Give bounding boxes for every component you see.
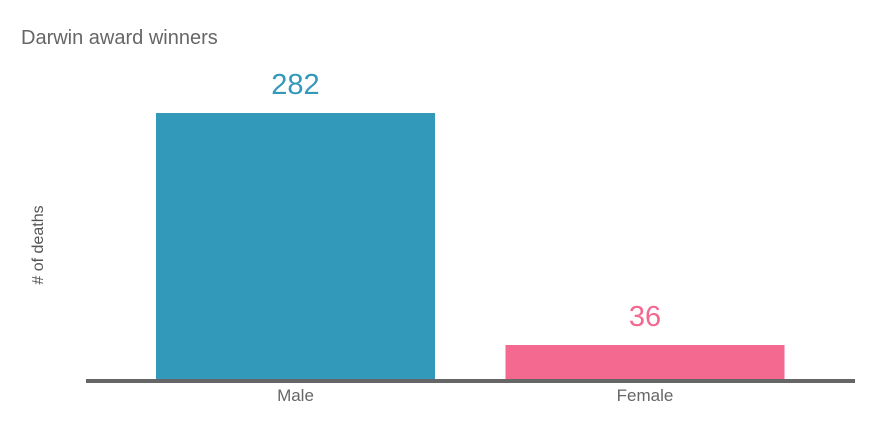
bar-male xyxy=(156,113,435,379)
data-label-male: 282 xyxy=(271,69,319,101)
chart-title: Darwin award winners xyxy=(21,27,218,49)
bars-group xyxy=(156,113,785,379)
data-labels-group: 282 36 xyxy=(271,69,661,333)
y-axis-label: # of deaths xyxy=(30,205,47,284)
x-tick-labels-group: Male Female xyxy=(277,386,673,405)
bar-female xyxy=(505,345,785,379)
data-label-female: 36 xyxy=(629,301,661,333)
x-tick-label-female: Female xyxy=(617,386,674,405)
x-tick-label-male: Male xyxy=(277,386,314,405)
